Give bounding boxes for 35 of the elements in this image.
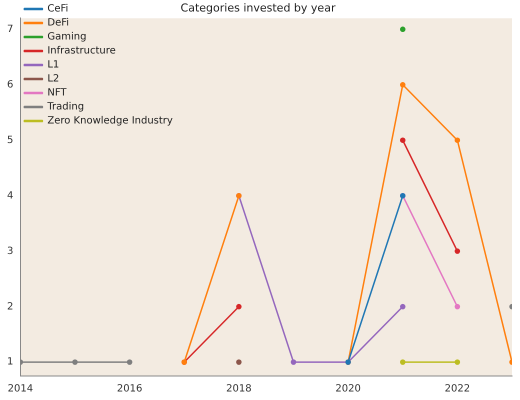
point <box>454 248 460 254</box>
legend-label: L2 <box>47 74 60 85</box>
y-tick-label: 4 <box>6 190 14 202</box>
point <box>72 359 78 365</box>
y-tick-label: 1 <box>6 356 14 368</box>
point <box>400 26 406 32</box>
point <box>400 82 406 88</box>
chart-title: Categories invested by year <box>180 1 336 14</box>
y-tick-label: 5 <box>6 134 14 146</box>
x-tick-label: 2018 <box>226 384 252 395</box>
point <box>454 137 460 143</box>
legend-label: NFT <box>47 88 68 99</box>
y-tick-label: 7 <box>6 24 14 35</box>
legend-label: DeFi <box>47 18 70 29</box>
point <box>126 359 132 365</box>
legend-label: L1 <box>47 60 60 71</box>
x-tick-label: 2022 <box>444 384 470 395</box>
x-tick-label: 2016 <box>116 384 142 395</box>
legend-label: Zero Knowledge Industry <box>47 116 173 127</box>
y-tick-label: 2 <box>6 301 14 312</box>
point <box>400 137 406 143</box>
legend-label: Gaming <box>47 32 86 43</box>
y-tick-label: 6 <box>6 79 14 90</box>
legend-label: CeFi <box>47 4 68 15</box>
x-tick-label: 2020 <box>335 384 361 395</box>
legend-label: Trading <box>46 102 84 113</box>
y-tick-label: 3 <box>6 246 14 257</box>
point <box>454 304 460 310</box>
x-tick-label: 2014 <box>8 384 34 395</box>
point <box>454 359 460 365</box>
point <box>236 304 242 310</box>
legend-label: Infrastructure <box>47 46 116 57</box>
point <box>400 304 406 310</box>
point <box>290 359 296 365</box>
point <box>400 359 406 365</box>
